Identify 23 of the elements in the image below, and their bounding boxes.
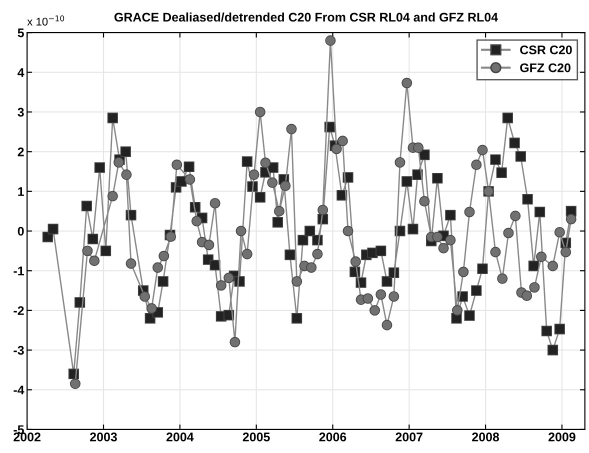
y-tick-label: -1 <box>14 266 24 276</box>
text: x 10$^{−10}$ <box>27 15 64 26</box>
x-tick-label: 2002 <box>14 432 40 442</box>
y-tick-label: 5 <box>18 28 24 38</box>
x-tick-label: 2005 <box>242 432 270 442</box>
chart-title: GRACE Dealiased/detrended C20 From CSR RL04 and GFZ RL04 <box>114 12 498 22</box>
y-tick-label: 1 <box>18 187 24 196</box>
x-tick-label: 2006 <box>319 432 346 442</box>
y-tick-label: 0 <box>18 226 24 236</box>
y-tick-label: -4 <box>14 386 24 394</box>
legend-label: CSR C20 <box>520 45 572 54</box>
legend-label: GFZ C20 <box>520 63 570 72</box>
x-tick-label: 2008 <box>472 432 500 442</box>
y-tick-label: -5 <box>14 425 24 434</box>
x-tick-label: 2009 <box>548 432 576 442</box>
x-tick-label: 2003 <box>90 432 117 442</box>
y-tick-label: 2 <box>18 147 24 156</box>
y-tick-label: 4 <box>18 68 24 77</box>
y-tick-label: -3 <box>14 346 24 355</box>
y-tick-label: 3 <box>18 108 24 117</box>
y-tick-label: -2 <box>14 306 24 315</box>
x-tick-label: 2007 <box>396 432 422 442</box>
x-tick-label: 2004 <box>166 432 194 442</box>
